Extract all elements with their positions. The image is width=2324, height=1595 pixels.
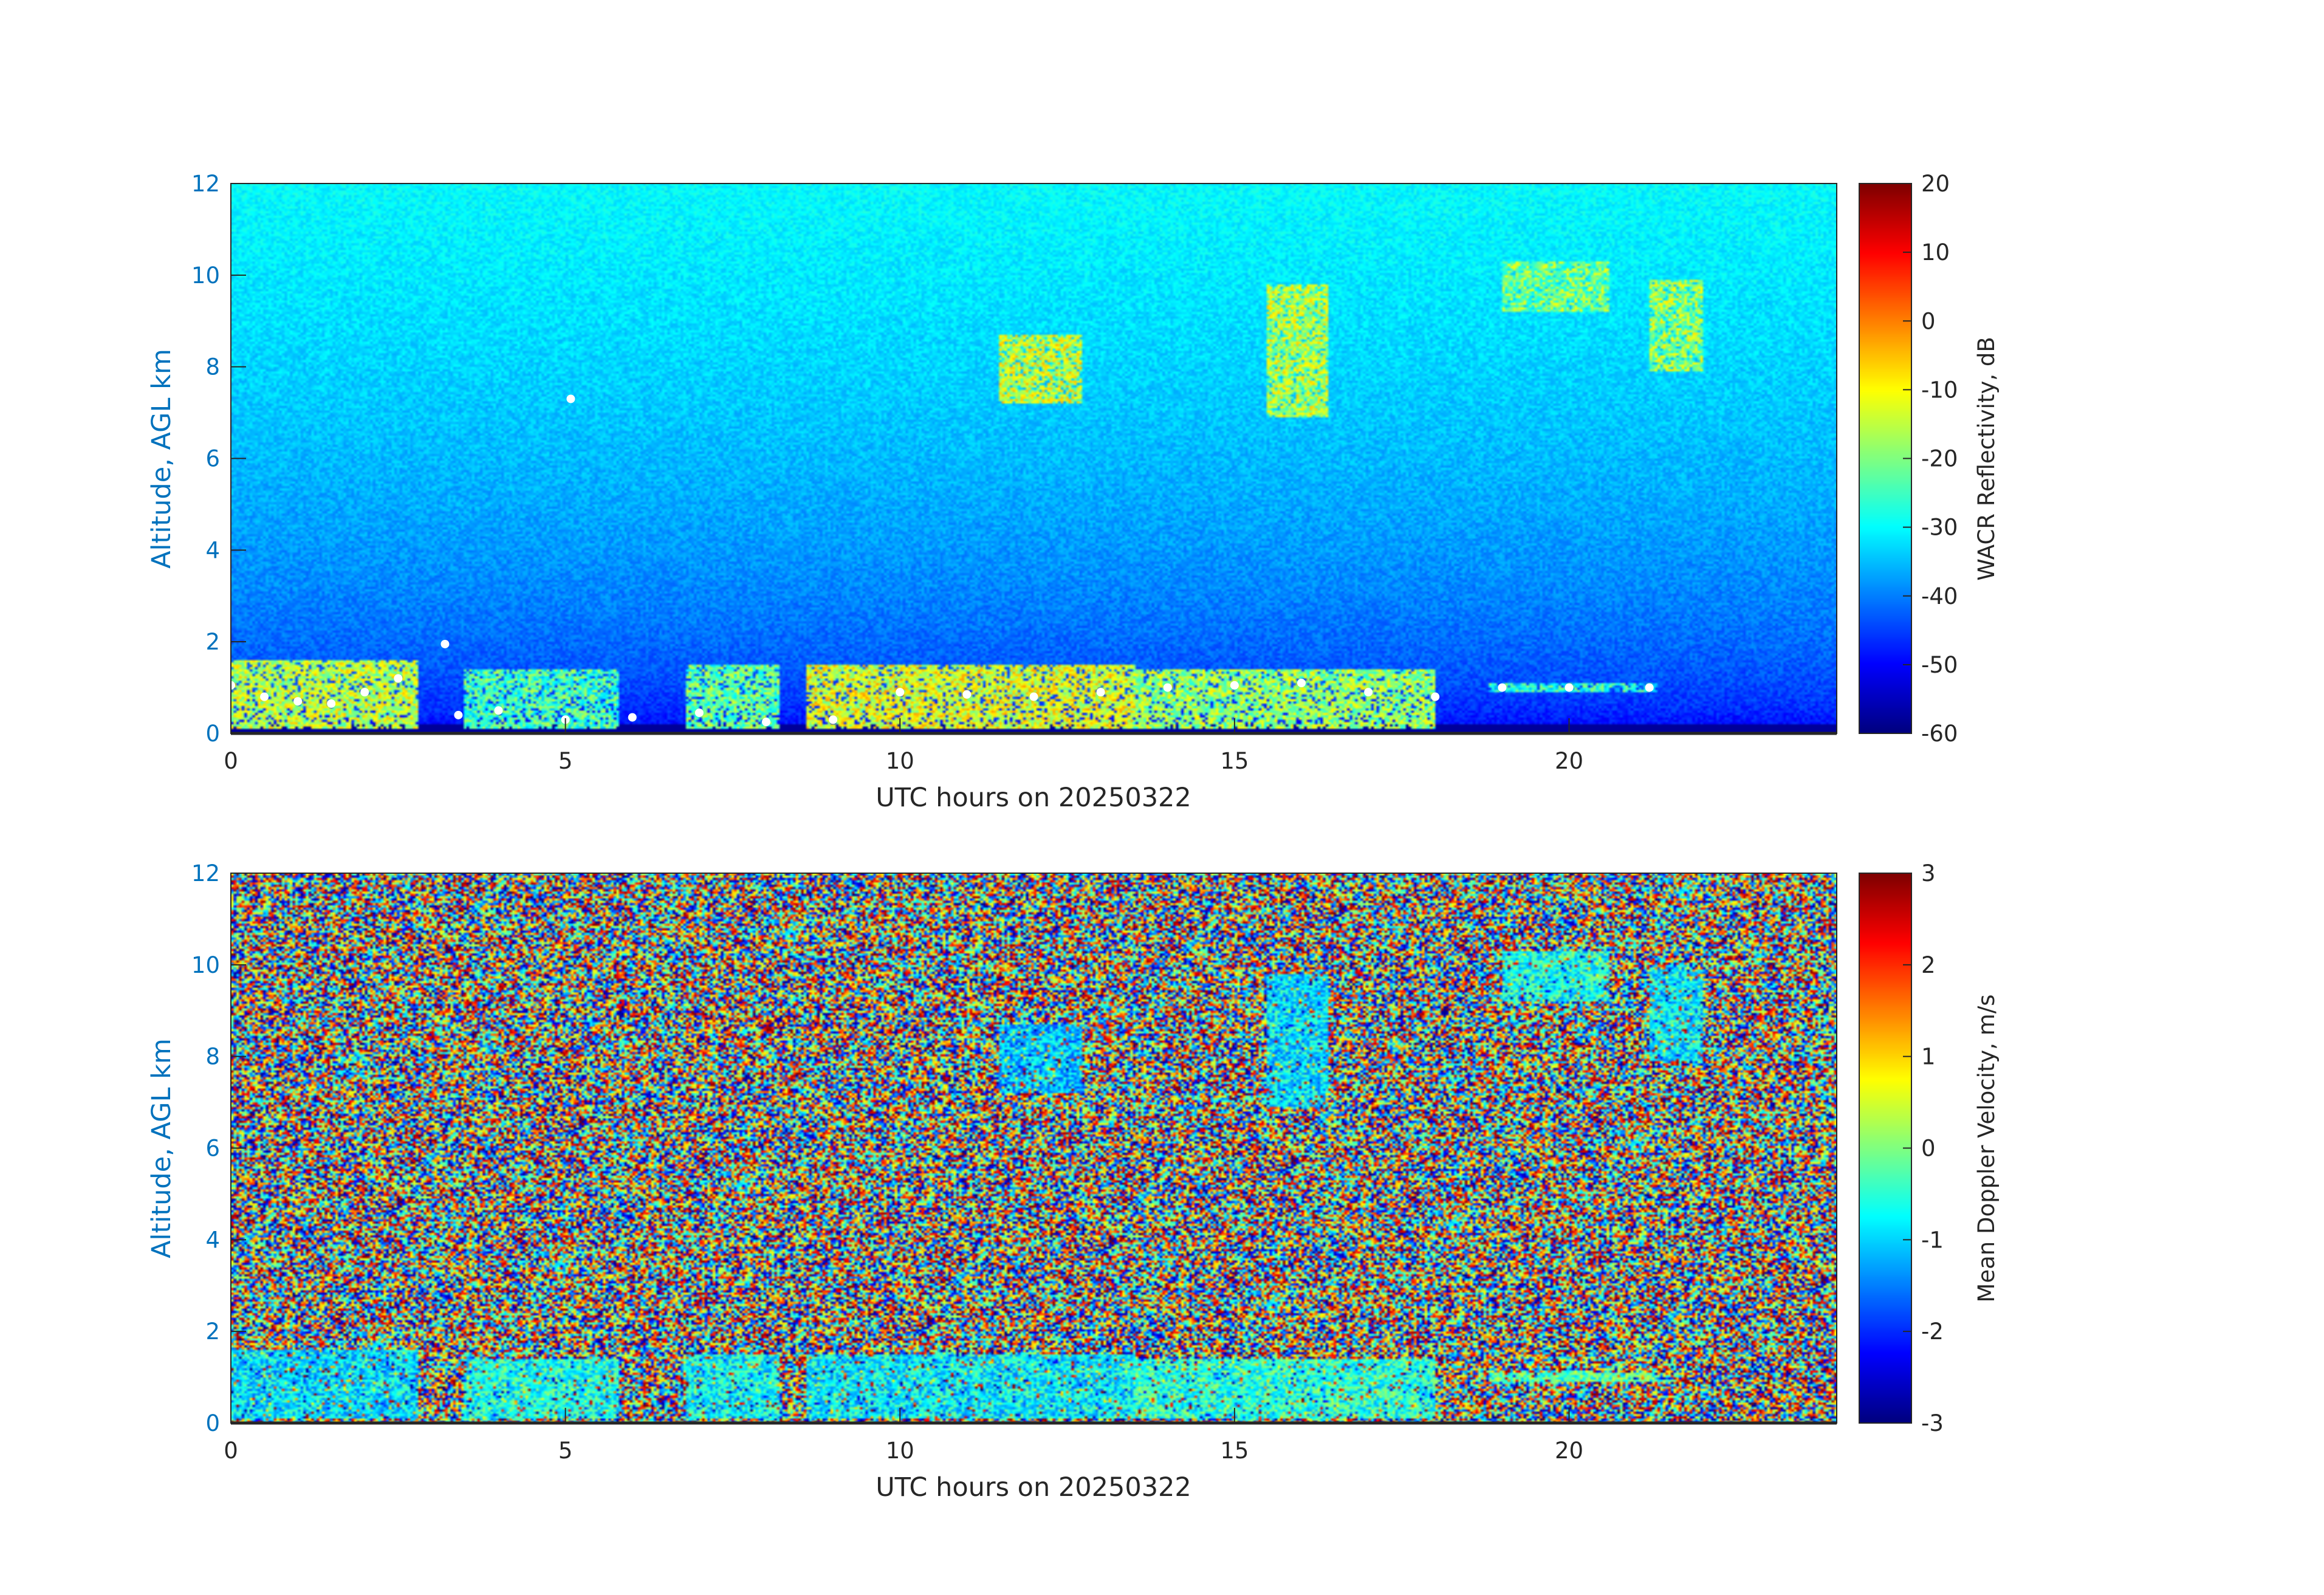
y-tick-label: 4	[205, 537, 220, 563]
y-tick-label: 4	[205, 1227, 220, 1253]
reflectivity-colorbar	[1859, 184, 1911, 733]
cloud-base-marker	[454, 710, 463, 719]
y-axis-ticks: 0 2 4 6 8 10 12	[191, 860, 246, 1436]
cloud-base-marker	[440, 639, 450, 648]
colorbar-label: Mean Doppler Velocity, m/s	[1973, 994, 2000, 1302]
cloud-base-marker	[1096, 688, 1105, 697]
cloud-base-marker	[762, 718, 770, 727]
cloud-base-marker	[1498, 683, 1507, 692]
cloud-base-marker	[1029, 692, 1038, 701]
x-tick-label: 0	[224, 1438, 238, 1464]
cloud-base-marker	[394, 674, 403, 683]
cloud-base-marker	[694, 708, 704, 718]
cloud-base-marker	[1364, 688, 1373, 697]
cloud-base-marker	[962, 690, 972, 699]
colorbar-tick-label: 3	[1921, 860, 1936, 887]
reflectivity-panel: 0 5 10 15 20 0 2 4 6 8 10 12 UTC hours on 20250322…	[146, 171, 2000, 813]
y-axis-label: Altitude, AGL km	[146, 1038, 177, 1258]
x-tick-label: 5	[558, 748, 573, 774]
y-tick-label: 10	[191, 262, 220, 289]
x-tick-label: 10	[886, 1438, 914, 1464]
colorbar-tick-label: 2	[1921, 952, 1936, 978]
cloud-base-marker	[829, 715, 838, 724]
cloud-base-marker	[896, 688, 905, 697]
y-tick-label: 0	[205, 721, 220, 747]
x-tick-label: 10	[886, 748, 914, 774]
x-tick-label: 15	[1220, 1438, 1249, 1464]
y-tick-label: 12	[191, 171, 220, 197]
colorbar-tick-label: -20	[1921, 446, 1958, 472]
colorbar-label: WACR Reflectivity, dB	[1973, 337, 2000, 581]
y-axis-ticks: 0 2 4 6 8 10 12	[191, 171, 246, 747]
cloud-base-marker	[1230, 681, 1239, 690]
cloud-base-marker	[1565, 683, 1574, 692]
y-tick-label: 2	[205, 1319, 220, 1345]
y-tick-label: 0	[205, 1410, 220, 1436]
cloud-base-marker	[1431, 692, 1440, 701]
colorbar-tick-label: -30	[1921, 515, 1958, 541]
cloud-base-marker	[628, 713, 637, 722]
colorbar-tick-label: 1	[1921, 1044, 1936, 1070]
velocity-colorbar	[1859, 873, 1911, 1423]
cloud-base-marker	[260, 692, 269, 701]
colorbar-tick-label: -3	[1921, 1410, 1944, 1436]
y-tick-label: 8	[205, 1044, 220, 1070]
colorbar-tick-label: -60	[1921, 721, 1958, 747]
cloud-base-marker	[293, 697, 303, 706]
y-tick-label: 10	[191, 952, 220, 978]
x-tick-label: 0	[224, 748, 238, 774]
colorbar-tick-label: -1	[1921, 1227, 1944, 1253]
x-tick-label: 15	[1220, 748, 1249, 774]
x-tick-label: 5	[558, 1438, 573, 1464]
velocity-heatmap	[231, 873, 1837, 1423]
x-tick-label: 20	[1555, 1438, 1583, 1464]
cloud-base-marker	[1645, 683, 1654, 692]
colorbar-ticks: 20 10 0 -10 -20 -30 -40 -50 -60	[1903, 171, 1958, 747]
cloud-base-marker	[1297, 679, 1306, 688]
colorbar-tick-label: -50	[1921, 652, 1958, 678]
cloud-base-marker	[566, 394, 575, 403]
x-tick-label: 20	[1555, 748, 1583, 774]
colorbar-tick-label: 20	[1921, 171, 1950, 197]
y-tick-label: 6	[205, 446, 220, 472]
cloud-base-marker	[327, 699, 336, 708]
cloud-base-marker	[1163, 683, 1172, 692]
x-axis-label: UTC hours on 20250322	[876, 1472, 1191, 1503]
y-tick-label: 12	[191, 860, 220, 887]
x-axis-ticks: 0 5 10 15 20	[224, 718, 1583, 774]
x-axis-ticks: 0 5 10 15 20	[224, 1408, 1583, 1464]
cloud-base-marker	[360, 688, 369, 697]
x-axis-label: UTC hours on 20250322	[876, 783, 1191, 813]
y-tick-label: 8	[205, 354, 220, 380]
cloud-base-marker	[494, 706, 503, 715]
colorbar-tick-label: -2	[1921, 1319, 1944, 1345]
y-tick-label: 2	[205, 629, 220, 655]
colorbar-tick-label: -10	[1921, 377, 1958, 403]
y-tick-label: 6	[205, 1136, 220, 1162]
colorbar-tick-label: -40	[1921, 583, 1958, 609]
colorbar-tick-label: 10	[1921, 239, 1950, 266]
reflectivity-heatmap	[231, 184, 1837, 733]
colorbar-ticks: 3 2 1 0 -1 -2 -3	[1903, 860, 1944, 1436]
y-axis-label: Altitude, AGL km	[146, 349, 177, 569]
colorbar-tick-label: 0	[1921, 308, 1936, 334]
cloud-base-markers	[227, 394, 1654, 727]
colorbar-tick-label: 0	[1921, 1136, 1936, 1162]
